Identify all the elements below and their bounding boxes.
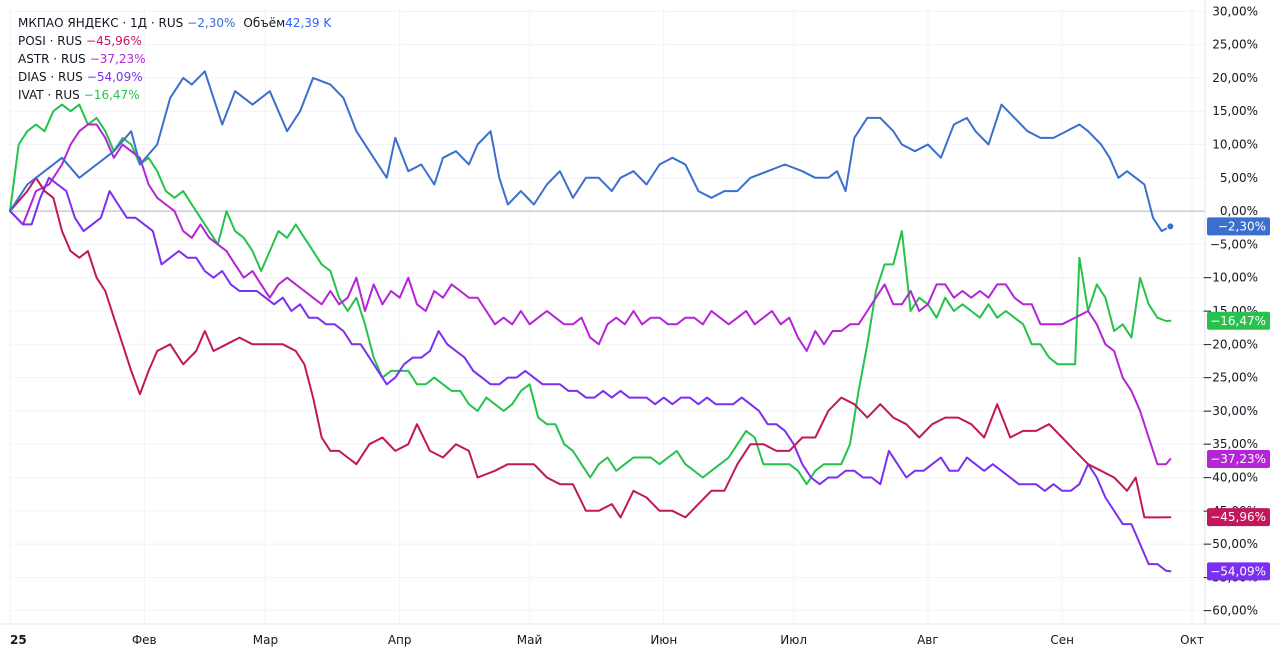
y-tick-label: −20,00% [1202, 337, 1258, 351]
grid [9, 8, 1205, 624]
price-badge-label: −54,09% [1210, 564, 1266, 578]
legend-change: −45,96% [86, 34, 142, 48]
legend-change: −16,47% [83, 88, 140, 102]
y-tick-label: −25,00% [1202, 371, 1258, 385]
legend-change: −54,09% [86, 70, 143, 84]
price-badge: −2,30% [1207, 217, 1270, 236]
x-tick-label: Июн [650, 633, 677, 647]
price-badge: −37,23% [1207, 450, 1270, 469]
legend-change: −2,30% [187, 16, 236, 30]
y-tick-label: −60,00% [1202, 604, 1258, 618]
price-badge: −16,47% [1207, 311, 1270, 330]
series-line-astr [9, 123, 1172, 466]
legend-row-posi[interactable]: POSI · RUS −45,96% [18, 32, 331, 50]
legend-label: ASTR · RUS [18, 52, 86, 66]
y-tick-label: −35,00% [1202, 437, 1258, 451]
x-tick-label: 25 [10, 633, 27, 647]
price-badge-bg [1207, 562, 1270, 581]
price-badge-label: −2,30% [1218, 219, 1266, 233]
x-tick-label: Фев [132, 633, 157, 647]
price-badge-bg [1207, 450, 1270, 469]
legend: МКПАО ЯНДЕКС · 1Д · RUS −2,30% Объём42,39 … [18, 14, 331, 104]
legend-label: POSI · RUS [18, 34, 83, 48]
price-badge-label: −37,23% [1210, 452, 1266, 466]
y-tick-label: −10,00% [1202, 271, 1258, 285]
x-tick-label: Май [517, 633, 543, 647]
price-badge-label: −16,47% [1210, 314, 1266, 328]
series-line-ivat [9, 103, 1172, 486]
price-badge: −54,09% [1207, 562, 1270, 581]
price-badge-bg [1207, 508, 1270, 527]
x-tick-label: Окт [1180, 633, 1204, 647]
x-tick-label: Авг [917, 633, 939, 647]
legend-label: IVAT · RUS [18, 88, 80, 102]
price-badge-bg [1207, 217, 1270, 236]
price-badge-label: −45,96% [1210, 510, 1266, 524]
legend-row-astr[interactable]: ASTR · RUS −37,23% [18, 50, 331, 68]
y-tick-label: 20,00% [1212, 71, 1258, 85]
legend-row-ivat[interactable]: IVAT · RUS −16,47% [18, 86, 331, 104]
y-tick-label: 5,00% [1220, 171, 1258, 185]
x-tick-label: Июл [780, 633, 807, 647]
y-tick-label: 30,00% [1212, 4, 1258, 18]
legend-change: −37,23% [89, 52, 146, 66]
series-line-мкпао-яндекс [9, 70, 1172, 233]
y-tick-label: −5,00% [1210, 237, 1258, 251]
y-tick-label: −40,00% [1202, 470, 1258, 484]
x-tick-label: Мар [253, 633, 278, 647]
y-tick-label: −30,00% [1202, 404, 1258, 418]
price-badge-bg [1207, 311, 1270, 330]
y-tick-label: 25,00% [1212, 38, 1258, 52]
volume-label: Объём [243, 16, 286, 30]
series-line-posi [9, 176, 1172, 519]
legend-label: DIAS · RUS [18, 70, 83, 84]
y-tick-label: 0,00% [1220, 204, 1258, 218]
legend-row-yandex[interactable]: МКПАО ЯНДЕКС · 1Д · RUS −2,30% Объём42,39 … [18, 14, 331, 32]
y-tick-label: 15,00% [1212, 104, 1258, 118]
x-tick-label: Апр [388, 633, 412, 647]
series-line-dias [9, 176, 1172, 573]
legend-label: МКПАО ЯНДЕКС · 1Д · RUS [18, 16, 184, 30]
last-value-dot [1166, 222, 1175, 231]
price-badge: −45,96% [1207, 508, 1270, 527]
legend-row-dias[interactable]: DIAS · RUS −54,09% [18, 68, 331, 86]
y-tick-label: −50,00% [1202, 537, 1258, 551]
volume-value: 42,39 K [285, 16, 332, 30]
y-tick-label: 10,00% [1212, 138, 1258, 152]
x-tick-label: Сен [1050, 633, 1074, 647]
